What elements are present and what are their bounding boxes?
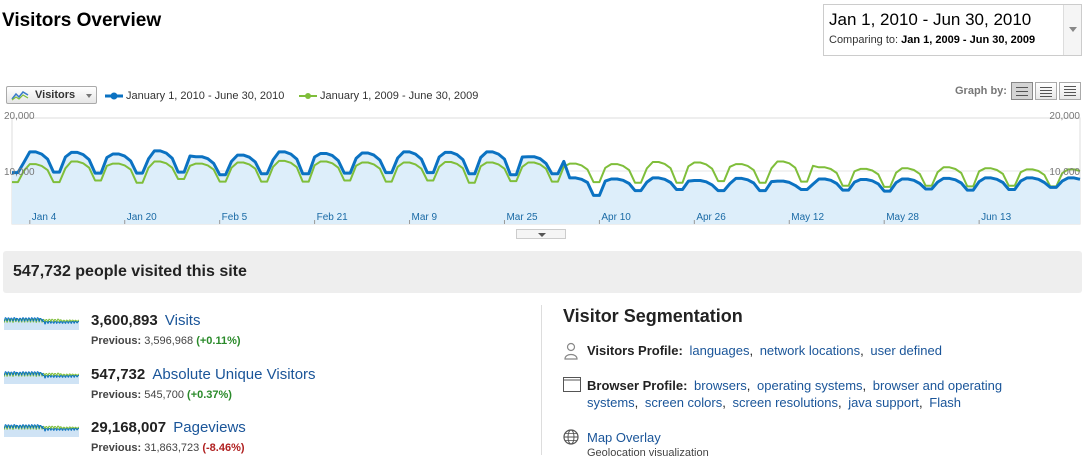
graph-by-month-button[interactable] xyxy=(1059,82,1081,100)
previous-value: 545,700 xyxy=(144,389,184,401)
x-tick-label: Feb 21 xyxy=(317,212,349,223)
browser-profile-label: Browser Profile: xyxy=(587,378,688,393)
series-2009-line xyxy=(12,159,1081,188)
unique-visitors-link[interactable]: Absolute Unique Visitors xyxy=(152,366,316,383)
series-2010-line xyxy=(12,149,1081,197)
y-tick-label-right: 10,000 xyxy=(1049,167,1080,178)
x-tick-label: May 28 xyxy=(886,212,919,223)
browser-window-icon xyxy=(563,377,581,392)
comparing-range-text: Jan 1, 2009 - Jun 30, 2009 xyxy=(901,34,1036,46)
pageviews-link[interactable]: Pageviews xyxy=(173,419,246,436)
previous-value: 31,863,723 xyxy=(144,442,200,454)
graph-by-day-button[interactable] xyxy=(1011,82,1033,100)
y-tick-label-left: 10,000 xyxy=(4,167,35,178)
page-title: Visitors Overview xyxy=(2,10,162,31)
previous-label: Previous: xyxy=(91,335,142,347)
previous-value: 3,596,968 xyxy=(144,335,194,347)
metric-selector-label: Visitors xyxy=(35,89,76,101)
browser-profile-link-screen-colors[interactable]: screen colors xyxy=(644,395,723,410)
map-overlay-link[interactable]: Map Overlay xyxy=(587,430,661,445)
sparkline-pageviews xyxy=(4,424,79,437)
browser-profile-link-flash[interactable]: Flash xyxy=(929,395,962,410)
x-tick-label: Mar 9 xyxy=(412,212,438,223)
date-dropdown-arrow-icon[interactable] xyxy=(1063,5,1081,55)
series-2010-area xyxy=(12,150,1080,224)
visitors-profile-link-network-locations[interactable]: network locations xyxy=(759,343,861,358)
visitors-profile-label: Visitors Profile: xyxy=(587,343,683,358)
browser-profile-link-operating-systems[interactable]: operating systems xyxy=(757,378,863,393)
browser-profile-link-browsers[interactable]: browsers xyxy=(694,378,747,393)
line-chart-icon xyxy=(11,91,29,101)
person-icon xyxy=(564,342,578,360)
date-range-picker[interactable]: Jan 1, 2010 - Jun 30, 2010 Comparing to:… xyxy=(823,4,1082,56)
map-overlay-subtitle: Geolocation visualization xyxy=(587,447,709,459)
legend-label-2009: January 1, 2009 - June 30, 2009 xyxy=(320,90,479,102)
x-tick-label: Apr 10 xyxy=(601,212,631,223)
sparkline-visits xyxy=(4,317,79,330)
date-range-text: Jan 1, 2010 - Jun 30, 2010 xyxy=(829,10,1032,29)
browser-profile-link-java-support[interactable]: java support xyxy=(848,395,920,410)
visitors-line-chart[interactable]: 20,000 20,000 10,000 10,000 Jan 4 Jan 20 Feb … xyxy=(0,108,1092,233)
x-tick-label: Feb 5 xyxy=(222,212,248,223)
sparkline-unique-visitors xyxy=(4,371,79,384)
chart-expand-handle[interactable] xyxy=(516,229,566,239)
legend-swatch-2010-icon xyxy=(105,92,123,100)
x-tick-label: May 12 xyxy=(791,212,824,223)
comparing-label: Comparing to: xyxy=(829,34,899,46)
visits-link[interactable]: Visits xyxy=(164,312,201,329)
visitors-profile-link-languages[interactable]: languages xyxy=(689,343,750,358)
change-percent: (+0.11%) xyxy=(196,335,241,347)
legend-swatch-2009-icon xyxy=(299,93,317,99)
summary-headline: 547,732 people visited this site xyxy=(13,263,247,280)
metric-value: 29,168,007 xyxy=(91,419,167,436)
x-tick-label: Jun 13 xyxy=(981,212,1011,223)
summary-bar: 547,732 people visited this site xyxy=(3,251,1082,293)
x-tick-label: Mar 25 xyxy=(506,212,538,223)
y-tick-label-left: 20,000 xyxy=(4,111,35,122)
segmentation-title: Visitor Segmentation xyxy=(563,306,743,326)
change-percent: (-8.46%) xyxy=(202,442,245,454)
graph-by-label: Graph by: xyxy=(955,85,1007,97)
metric-value: 547,732 xyxy=(91,366,146,383)
metric-pageviews: 29,168,007 Pageviews Previous: 31,863,72… xyxy=(4,419,524,461)
x-tick-label: Jan 20 xyxy=(127,212,157,223)
metric-selector[interactable]: Visitors xyxy=(6,86,97,104)
x-tick-label: Jan 4 xyxy=(32,212,57,223)
visitors-profile-link-user-defined[interactable]: user defined xyxy=(870,343,942,358)
y-tick-label-right: 20,000 xyxy=(1049,111,1080,122)
metric-value: 3,600,893 xyxy=(91,312,158,329)
metric-unique-visitors: 547,732 Absolute Unique Visitors Previou… xyxy=(4,366,524,408)
previous-label: Previous: xyxy=(91,389,142,401)
graph-by-week-button[interactable] xyxy=(1035,82,1057,100)
globe-icon xyxy=(563,429,579,445)
metric-visits: 3,600,893 Visits Previous: 3,596,968 (+0… xyxy=(4,312,524,354)
legend-label-2010: January 1, 2010 - June 30, 2010 xyxy=(126,90,285,102)
chevron-down-icon xyxy=(86,94,92,98)
column-divider xyxy=(541,305,542,455)
change-percent: (+0.37%) xyxy=(187,389,232,401)
x-tick-label: Apr 26 xyxy=(696,212,726,223)
browser-profile-link-browser-and-operating-systems[interactable]: browser and operating systems xyxy=(587,378,1003,410)
browser-profile-link-screen-resolutions[interactable]: screen resolutions xyxy=(732,395,838,410)
comparison-range: Comparing to: Jan 1, 2009 - Jun 30, 2009 xyxy=(829,34,1035,46)
previous-label: Previous: xyxy=(91,442,142,454)
